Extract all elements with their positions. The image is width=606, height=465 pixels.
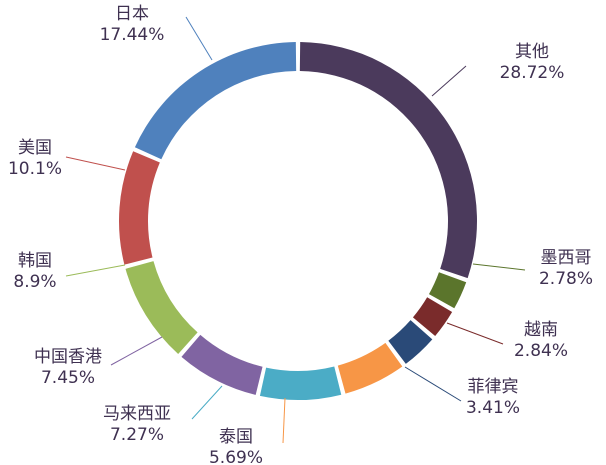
pie-slice-7: [125, 261, 198, 354]
slice-label-name: 泰国: [219, 427, 253, 447]
leader-line-1: [472, 263, 526, 271]
pie-slice-3: [388, 320, 433, 364]
slice-label-5: 马来西亚 7.27%: [103, 404, 171, 445]
leader-line-5: [191, 385, 223, 420]
pie-slice-5: [259, 366, 342, 400]
slice-label-3: 菲律宾 3.41%: [466, 377, 520, 418]
leader-line-8: [65, 156, 126, 171]
slice-label-name: 其他: [515, 42, 549, 62]
slice-label-value: 10.1%: [8, 159, 62, 179]
leader-line-9: [185, 16, 213, 61]
slice-label-value: 5.69%: [209, 448, 263, 465]
slice-label-value: 2.84%: [514, 341, 568, 361]
leader-lines: [65, 16, 526, 444]
slice-label-0: 其他 28.72%: [500, 42, 565, 83]
slice-label-name: 菲律宾: [468, 377, 519, 397]
pie-slice-2: [412, 297, 453, 337]
leader-line-7: [65, 264, 126, 277]
leader-line-0: [431, 65, 467, 97]
slice-label-7: 韩国 8.9%: [13, 251, 56, 292]
slice-label-name: 马来西亚: [103, 404, 171, 424]
pie-slice-1: [428, 272, 467, 309]
slice-label-8: 美国 10.1%: [8, 138, 62, 179]
leader-line-2: [446, 322, 504, 345]
slice-label-name: 美国: [18, 138, 52, 158]
slice-label-value: 8.9%: [13, 272, 56, 292]
pie-slice-0: [299, 42, 477, 279]
slice-label-name: 中国香港: [34, 347, 102, 367]
slice-label-value: 7.45%: [41, 368, 95, 388]
slice-label-value: 2.78%: [539, 269, 593, 289]
slice-label-value: 17.44%: [100, 25, 165, 45]
pie-slice-4: [337, 342, 403, 394]
slice-label-1: 墨西哥 2.78%: [539, 248, 593, 289]
slice-label-name: 韩国: [18, 251, 52, 271]
pie-slice-9: [134, 42, 297, 160]
slice-label-name: 越南: [524, 320, 558, 340]
slice-labels: 其他 28.72% 墨西哥 2.78% 越南 2.84% 菲律宾 3.41% 泰国 5.69% 马来…: [8, 4, 593, 465]
pie-slice-8: [119, 151, 160, 265]
slice-label-value: 28.72%: [500, 63, 565, 83]
slice-label-name: 墨西哥: [541, 248, 592, 268]
slice-label-value: 3.41%: [466, 398, 520, 418]
slice-label-name: 日本: [115, 4, 149, 24]
slice-label-4: 泰国 5.69%: [209, 427, 263, 465]
pie-slice-6: [181, 334, 263, 395]
slice-label-9: 日本 17.44%: [100, 4, 165, 45]
leader-line-6: [110, 336, 163, 366]
slice-label-2: 越南 2.84%: [514, 320, 568, 361]
leader-line-4: [282, 397, 286, 444]
slice-label-6: 中国香港 7.45%: [34, 347, 102, 388]
donut-slices: [119, 42, 477, 400]
leader-line-3: [404, 366, 462, 402]
slice-label-value: 7.27%: [110, 425, 164, 445]
